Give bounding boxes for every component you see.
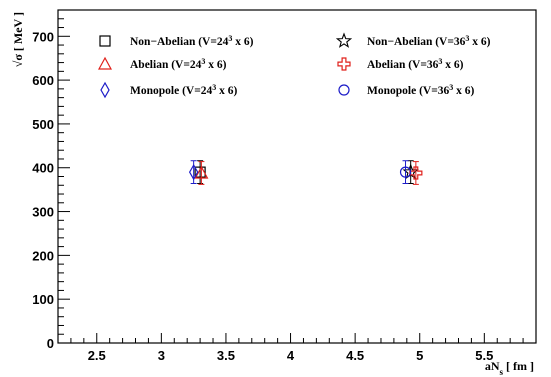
x-tick-label: 5 [416,348,423,363]
y-tick-label: 400 [32,161,54,176]
legend-marker [335,32,353,48]
y-axis-title: √σ [ MeV ] [11,12,25,67]
y-axis: 0 100 200 300 400 500 600 700 [32,9,70,351]
x-tick-label: 4 [287,348,295,363]
data-points [188,160,423,185]
legend-label: Abelian (V=363 x 6) [367,57,464,72]
legend-label: Non−Abelian (V=363 x 6) [367,34,491,49]
data-point-diamond [188,163,199,181]
data-point-circle [399,166,412,178]
x-axis: 2.5 3 3.5 4 4.5 5 5.5 [57,333,537,363]
data-point-square [194,166,206,178]
y-tick-label: 100 [32,292,54,307]
y-tick-label: 200 [32,248,54,263]
legend-marker [97,56,113,70]
legend-label: Monopole (V=243 x 6) [130,83,238,98]
legend-marker [337,57,351,71]
y-tick-label: 600 [32,73,54,88]
data-point-triangle [194,165,209,179]
y-tick-label: 500 [32,117,54,132]
y-tick-label: 300 [32,205,54,220]
legend-label: Non−Abelian (V=243 x 6) [130,34,254,49]
legend-marker [100,81,110,99]
x-tick-label: 4.5 [346,348,364,363]
y-tick-label: 0 [47,336,54,351]
x-tick-label: 5.5 [475,348,493,363]
legend-label: Monopole (V=363 x 6) [367,83,475,98]
x-axis-title: aNs [ fm ] [485,359,534,377]
x-tick-label: 3 [158,348,165,363]
y-tick-label: 700 [32,29,54,44]
legend-marker [338,84,350,96]
x-tick-label: 2.5 [88,348,106,363]
x-tick-label: 3.5 [217,348,235,363]
legend-marker [99,35,111,47]
legend-label: Abelian (V=243 x 6) [130,57,227,72]
legend: Non−Abelian (V=243 x 6) Abelian (V=243 x … [97,32,491,99]
